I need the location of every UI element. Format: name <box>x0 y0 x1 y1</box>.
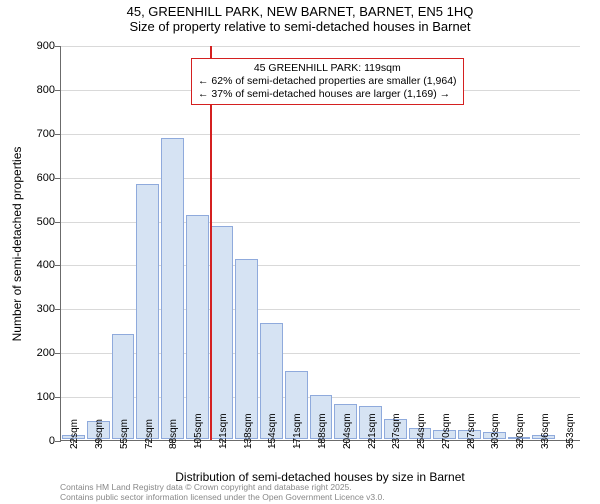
chart-title-main: 45, GREENHILL PARK, NEW BARNET, BARNET, … <box>0 4 600 19</box>
x-tick-label: 188sqm <box>317 413 328 449</box>
y-tick-label: 400 <box>21 259 55 271</box>
histogram-bar <box>136 184 159 439</box>
plot-area: 010020030040050060070080090022sqm39sqm55… <box>60 46 580 441</box>
y-tick <box>55 309 61 310</box>
histogram-bar <box>235 259 258 439</box>
y-tick-label: 200 <box>21 347 55 359</box>
x-tick-label: 303sqm <box>490 413 501 449</box>
x-tick-label: 353sqm <box>565 413 576 449</box>
annotation-box: 45 GREENHILL PARK: 119sqm ← 62% of semi-… <box>191 58 464 105</box>
annotation-header: 45 GREENHILL PARK: 119sqm <box>198 62 457 75</box>
gridline <box>61 46 580 47</box>
annotation-line2: ← 37% of semi-detached houses are larger… <box>198 88 457 101</box>
footer-text: Contains HM Land Registry data © Crown c… <box>60 483 385 502</box>
y-tick <box>55 265 61 266</box>
x-tick-label: 254sqm <box>416 413 427 449</box>
x-tick-label: 22sqm <box>69 419 80 449</box>
y-tick-label: 800 <box>21 84 55 96</box>
y-tick <box>55 134 61 135</box>
x-tick-label: 105sqm <box>193 413 204 449</box>
x-tick-label: 88sqm <box>168 419 179 449</box>
y-tick <box>55 441 61 442</box>
x-tick-label: 336sqm <box>540 413 551 449</box>
histogram-bar <box>161 138 184 439</box>
x-tick-label: 138sqm <box>243 413 254 449</box>
x-tick-label: 204sqm <box>342 413 353 449</box>
y-tick-label: 900 <box>21 40 55 52</box>
y-tick <box>55 178 61 179</box>
x-tick-label: 270sqm <box>441 413 452 449</box>
histogram-bar <box>186 215 209 439</box>
y-tick-label: 300 <box>21 303 55 315</box>
footer-line2: Contains public sector information licen… <box>60 493 385 502</box>
y-tick <box>55 353 61 354</box>
chart-title-sub: Size of property relative to semi-detach… <box>0 19 600 34</box>
y-tick <box>55 397 61 398</box>
chart-area: 010020030040050060070080090022sqm39sqm55… <box>60 46 580 441</box>
x-tick-label: 121sqm <box>218 413 229 449</box>
x-tick-label: 72sqm <box>144 419 155 449</box>
gridline <box>61 134 580 135</box>
y-tick-label: 600 <box>21 172 55 184</box>
x-tick-label: 320sqm <box>515 413 526 449</box>
x-tick-label: 39sqm <box>94 419 105 449</box>
y-tick-label: 700 <box>21 128 55 140</box>
chart-container: 45, GREENHILL PARK, NEW BARNET, BARNET, … <box>0 4 600 504</box>
y-tick-label: 500 <box>21 216 55 228</box>
gridline <box>61 178 580 179</box>
x-tick-label: 55sqm <box>119 419 130 449</box>
y-tick <box>55 222 61 223</box>
x-tick-label: 171sqm <box>292 413 303 449</box>
y-tick-label: 0 <box>21 435 55 447</box>
y-tick <box>55 46 61 47</box>
y-tick <box>55 90 61 91</box>
histogram-bar <box>211 226 234 439</box>
x-tick-label: 287sqm <box>466 413 477 449</box>
x-tick-label: 221sqm <box>367 413 378 449</box>
x-tick-label: 154sqm <box>267 413 278 449</box>
x-tick-label: 237sqm <box>391 413 402 449</box>
y-tick-label: 100 <box>21 391 55 403</box>
annotation-line1: ← 62% of semi-detached properties are sm… <box>198 75 457 88</box>
